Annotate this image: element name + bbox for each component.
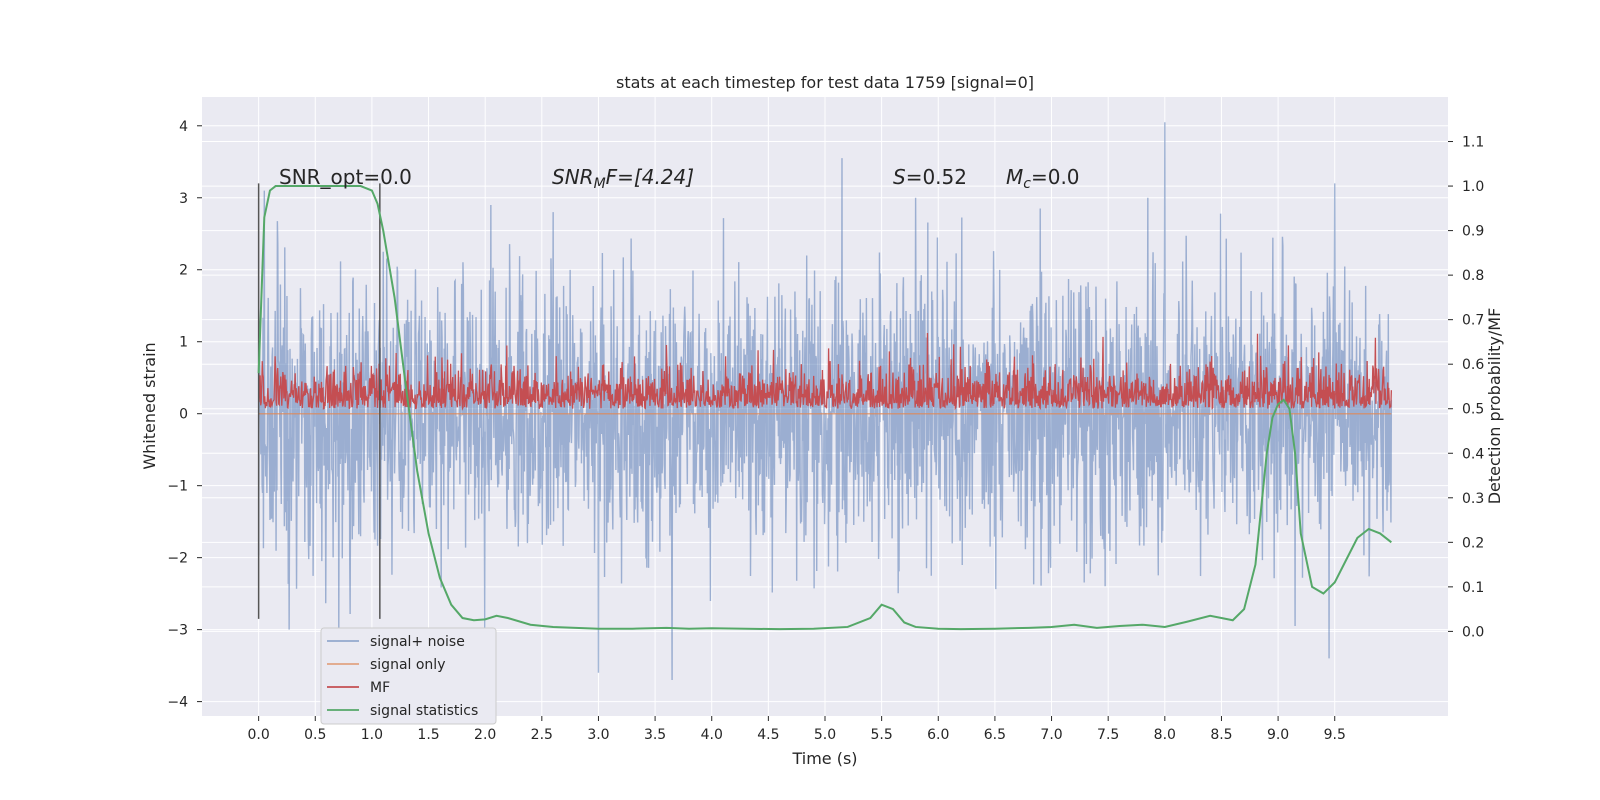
legend: signal+ noise signal only MF signal stat… (320, 627, 497, 725)
y-left-tick-label: 0 (179, 407, 188, 423)
annotation-snr-opt: SNR_opt=0.0 (279, 165, 412, 189)
x-tick-label: 3.5 (644, 727, 666, 743)
x-tick-label: 2.0 (474, 727, 496, 743)
y-right-tick-label: 0.3 (1462, 491, 1484, 507)
legend-label-signal-noise: signal+ noise (370, 634, 465, 650)
annotation-s: S=0.52 (893, 165, 967, 189)
annotation-mc: Mc=0.0 (1006, 165, 1080, 192)
x-tick-label: 6.0 (927, 727, 949, 743)
legend-label-mf: MF (370, 680, 390, 696)
signal-statistics-line (257, 185, 1392, 631)
y-right-tick-label: 1.1 (1462, 135, 1484, 151)
y-right-tick-label: 0.8 (1462, 268, 1484, 284)
y-left-tick-label: 1 (179, 335, 188, 351)
signal-noise-line (257, 122, 1393, 681)
y-right-tick-label: 0.9 (1462, 224, 1484, 240)
x-axis-label: Time (s) (791, 749, 857, 768)
x-tick-label: 5.0 (814, 727, 836, 743)
y-left-tick-label: −1 (167, 479, 188, 495)
y-left-tick-label: 3 (179, 191, 188, 207)
y-left-tick-label: 4 (179, 119, 188, 135)
x-tick-label: 4.0 (701, 727, 723, 743)
y-left-axis-label: Whitened strain (140, 342, 159, 469)
signal-noise-series (257, 122, 1393, 681)
x-tick-label: 6.5 (984, 727, 1006, 743)
legend-label-signal-statistics: signal statistics (370, 703, 478, 719)
chart-title: stats at each timestep for test data 175… (616, 73, 1034, 92)
x-axis-ticks: 0.0 0.5 1.0 1.5 2.0 2.5 3.0 3.5 4.0 4.5 5.0 5.5 6.0 6… (248, 716, 1346, 743)
y-right-tick-label: 1.0 (1462, 179, 1484, 195)
s-symbol: S (893, 165, 906, 189)
x-tick-label: 7.5 (1097, 727, 1119, 743)
signal-statistics-series (257, 185, 1392, 631)
x-tick-label: 2.5 (531, 727, 553, 743)
y-right-axis-ticks: 1.1 1.0 0.9 0.8 0.7 0.6 0.5 0.4 0.3 0.2 0.1 0.0 (1448, 135, 1484, 640)
mc-symbol: M (1006, 165, 1023, 189)
y-left-axis-ticks: 4 3 2 1 0 −1 −2 −3 −4 (167, 119, 202, 711)
y-left-tick-label: 2 (179, 263, 188, 279)
mf-line (257, 333, 1393, 411)
x-tick-label: 1.5 (417, 727, 439, 743)
snr-mf-value: F=[4.24] (606, 165, 694, 189)
y-left-tick-label: −2 (167, 551, 188, 567)
x-tick-label: 9.5 (1324, 727, 1346, 743)
y-right-tick-label: 0.0 (1462, 624, 1484, 640)
mc-value: =0.0 (1031, 165, 1080, 189)
mc-subscript: c (1023, 176, 1031, 192)
x-tick-label: 3.0 (587, 727, 609, 743)
y-left-tick-label: −4 (167, 695, 188, 711)
x-tick-label: 0.5 (304, 727, 326, 743)
y-right-tick-label: 0.4 (1462, 446, 1484, 462)
s-value: =0.52 (906, 165, 967, 189)
y-right-tick-label: 0.2 (1462, 535, 1484, 551)
x-tick-label: 7.0 (1040, 727, 1062, 743)
x-tick-label: 8.5 (1210, 727, 1232, 743)
y-right-tick-label: 0.5 (1462, 402, 1484, 418)
x-tick-label: 0.0 (248, 727, 270, 743)
x-tick-label: 4.5 (757, 727, 779, 743)
x-tick-label: 8.0 (1154, 727, 1176, 743)
y-right-tick-label: 0.6 (1462, 357, 1484, 373)
window-markers (257, 183, 381, 619)
snr-mf-subscript: M (594, 176, 606, 192)
y-right-tick-label: 0.1 (1462, 580, 1484, 596)
y-right-axis-label: Detection probability/MF (1485, 308, 1504, 505)
x-tick-label: 5.5 (871, 727, 893, 743)
y-right-tick-label: 0.7 (1462, 313, 1484, 329)
x-tick-label: 1.0 (361, 727, 383, 743)
x-tick-label: 9.0 (1267, 727, 1289, 743)
legend-label-signal-only: signal only (370, 657, 445, 673)
legend-box (320, 627, 497, 725)
y-left-tick-label: −3 (167, 623, 188, 639)
mf-series (257, 333, 1393, 411)
snr-mf-symbol: SNR (552, 165, 594, 189)
annotation-snr-mf: SNRMF=[4.24] (552, 165, 694, 192)
